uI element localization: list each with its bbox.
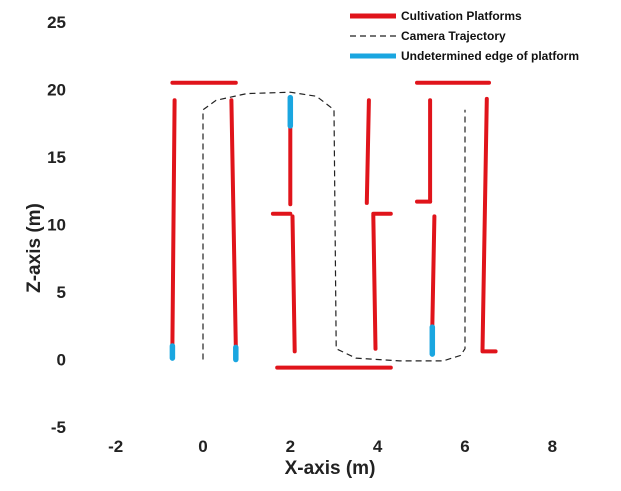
camera-trajectory-line — [202, 91, 466, 362]
platform-segment — [480, 96, 489, 353]
x-tick-label: 2 — [286, 437, 295, 456]
y-tick-label: 10 — [47, 216, 66, 235]
platform-segment — [430, 214, 437, 330]
platform-segment — [170, 98, 177, 347]
x-tick-label: -2 — [108, 437, 123, 456]
platform-segment — [371, 213, 378, 351]
plot-area — [169, 80, 498, 370]
platform-segment — [229, 98, 238, 348]
y-tick-labels: -5 0 5 10 15 20 25 — [47, 13, 66, 437]
y-tick-label: 0 — [57, 351, 66, 370]
y-axis-label: Z-axis (m) — [24, 203, 45, 293]
legend-label: Undetermined edge of platform — [401, 49, 579, 63]
x-axis-label: X-axis (m) — [285, 458, 376, 479]
y-tick-label: 20 — [47, 81, 66, 100]
legend: Cultivation Platforms Camera Trajectory Un… — [350, 9, 579, 63]
x-tick-labels: -2 0 2 4 6 8 — [108, 437, 557, 456]
legend-label: Cultivation Platforms — [401, 9, 522, 23]
y-tick-label: 5 — [57, 283, 66, 302]
y-tick-label: -5 — [51, 418, 66, 437]
y-tick-label: 25 — [47, 13, 66, 32]
legend-label: Camera Trajectory — [401, 29, 506, 43]
platform-segment — [290, 214, 297, 354]
y-tick-label: 15 — [47, 148, 66, 167]
platform-segment — [364, 98, 371, 205]
x-tick-label: 8 — [548, 437, 557, 456]
x-tick-label: 4 — [373, 437, 383, 456]
x-tick-label: 0 — [198, 437, 207, 456]
x-tick-label: 6 — [460, 437, 469, 456]
